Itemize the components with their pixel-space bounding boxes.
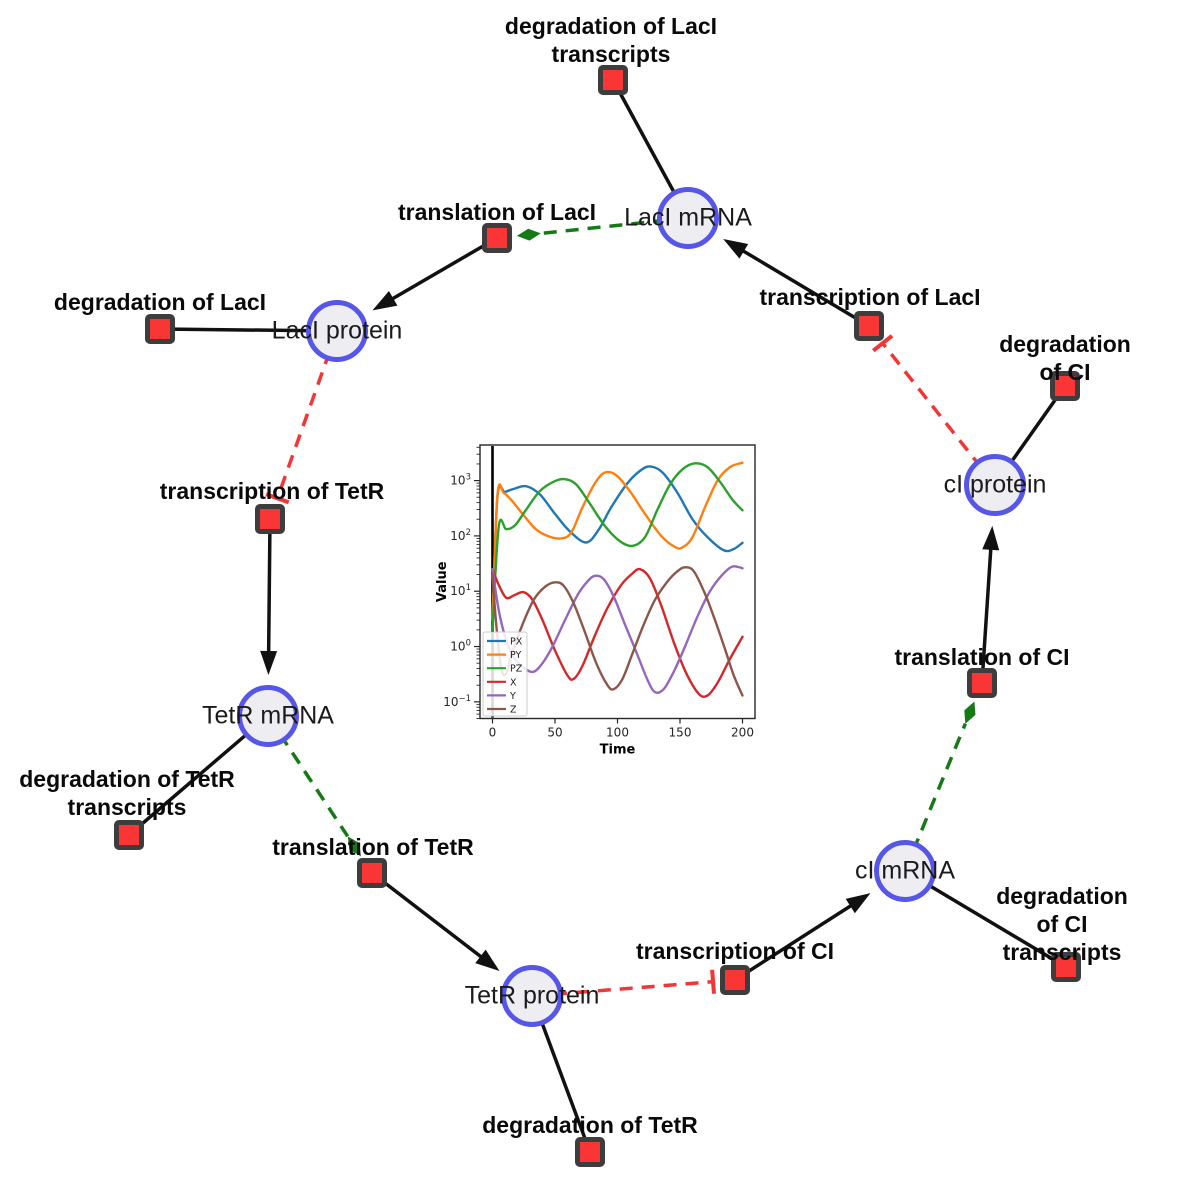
reaction-node-translation-of-laci[interactable]	[482, 223, 512, 253]
species-label-laci-mrna: LacI mRNA	[624, 203, 752, 232]
chart-ylabel: Value	[435, 561, 450, 602]
species-node-tetr-protein[interactable]	[501, 965, 563, 1027]
edge-translation-of-tetr-to-tetr-protein	[370, 871, 500, 972]
reaction-node-transcription-of-ci[interactable]	[720, 965, 750, 995]
edge-transcription-of-laci-to-laci-mrna	[723, 239, 870, 328]
reaction-node-translation-of-ci[interactable]	[967, 668, 997, 698]
reaction-label-degradation-of-laci: degradation of LacI	[53, 289, 267, 315]
chart-xtick-150: 150	[669, 726, 692, 740]
edge-degradation-of-ci-transcripts-to-ci-mrna	[904, 869, 1067, 969]
reaction-node-degradation-of-tetr-transcripts[interactable]	[114, 820, 144, 850]
species-label-ci-mrna: cI mRNA	[855, 856, 955, 885]
reaction-label-degradation-of-tetr: degradation of TetR	[482, 1112, 698, 1138]
species-label-ci-protein: cI protein	[943, 470, 1047, 499]
chart-legend-label-PZ: PZ	[510, 664, 523, 675]
reaction-label-translation-of-ci: translation of CI	[894, 644, 1070, 670]
chart-xtick-200: 200	[731, 726, 754, 740]
reaction-label-degradation-of-laci-transcripts: degradation of LacI transcripts	[504, 13, 718, 67]
chart-legend-label-PY: PY	[510, 650, 522, 661]
chart-ytick-1e-1: 10−1	[443, 694, 471, 709]
species-label-tetr-protein: TetR protein	[464, 981, 600, 1010]
reaction-label-transcription-of-tetr: transcription of TetR	[159, 478, 385, 504]
species-node-ci-protein[interactable]	[964, 454, 1026, 516]
reaction-node-degradation-of-tetr[interactable]	[575, 1137, 605, 1167]
reaction-label-degradation-of-ci: degradation of CI	[999, 331, 1131, 385]
species-node-laci-protein[interactable]	[306, 300, 368, 362]
species-label-tetr-mrna: TetR mRNA	[202, 701, 334, 730]
chart-legend-label-PX: PX	[510, 637, 523, 648]
chart-series-PX	[491, 465, 744, 622]
chart-xtick-50: 50	[547, 726, 562, 740]
chart-series-PZ	[491, 462, 744, 632]
edge-transcription-of-tetr-to-tetr-mrna	[260, 518, 278, 676]
chart-ytick-1e3: 103	[450, 473, 471, 488]
reaction-label-translation-of-laci: translation of LacI	[397, 199, 597, 225]
chart-xlabel: Time	[600, 743, 636, 758]
inset-chart: 0 50 100 150 20010−1100101102103TimeValuePXP…	[435, 444, 756, 758]
reaction-node-degradation-of-ci[interactable]	[1050, 371, 1080, 401]
edge-translation-of-laci-to-laci-protein	[372, 236, 498, 311]
chart-ytick-1e0: 100	[450, 639, 471, 654]
reaction-node-degradation-of-ci-transcripts[interactable]	[1051, 952, 1081, 982]
edge-transcription-of-ci-to-ci-mrna	[734, 893, 871, 982]
reaction-node-translation-of-tetr[interactable]	[357, 858, 387, 888]
chart-series-X	[491, 567, 744, 698]
chart-ytick-1e2: 102	[450, 528, 471, 543]
chart-series-PY	[491, 461, 744, 622]
reaction-node-transcription-of-laci[interactable]	[854, 311, 884, 341]
species-node-ci-mrna[interactable]	[874, 840, 936, 902]
species-label-laci-protein: LacI protein	[271, 316, 403, 345]
chart-legend: PX PY PZ XYZ	[482, 631, 528, 717]
edge-translation-of-ci-to-ci-protein	[980, 525, 1000, 684]
reaction-node-transcription-of-tetr[interactable]	[255, 504, 285, 534]
species-node-laci-mrna[interactable]	[657, 187, 719, 249]
chart-xtick-100: 100	[606, 726, 629, 740]
chart-legend-label-X: X	[510, 677, 517, 688]
chart-xtick-0: 0	[489, 726, 497, 740]
reaction-label-transcription-of-laci: transcription of LacI	[759, 284, 981, 310]
reaction-label-degradation-of-ci-transcripts: degradation of CI transcripts	[996, 883, 1128, 965]
species-node-tetr-mrna[interactable]	[237, 685, 299, 747]
chart-legend-label-Y: Y	[509, 691, 516, 702]
reaction-node-degradation-of-laci[interactable]	[145, 314, 175, 344]
chart-ytick-1e1: 101	[450, 583, 471, 598]
reaction-label-translation-of-tetr: translation of TetR	[272, 834, 474, 860]
reaction-node-degradation-of-laci-transcripts[interactable]	[598, 65, 628, 95]
reaction-label-degradation-of-tetr-transcripts: degradation of TetR transcripts	[19, 766, 235, 820]
chart-legend-label-Z: Z	[510, 705, 517, 716]
reaction-label-transcription-of-ci: transcription of CI	[635, 938, 835, 964]
